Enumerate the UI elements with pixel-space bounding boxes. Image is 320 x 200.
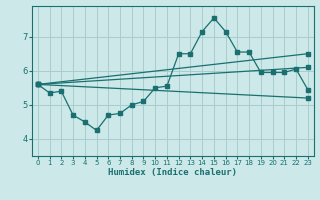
X-axis label: Humidex (Indice chaleur): Humidex (Indice chaleur) (108, 168, 237, 177)
